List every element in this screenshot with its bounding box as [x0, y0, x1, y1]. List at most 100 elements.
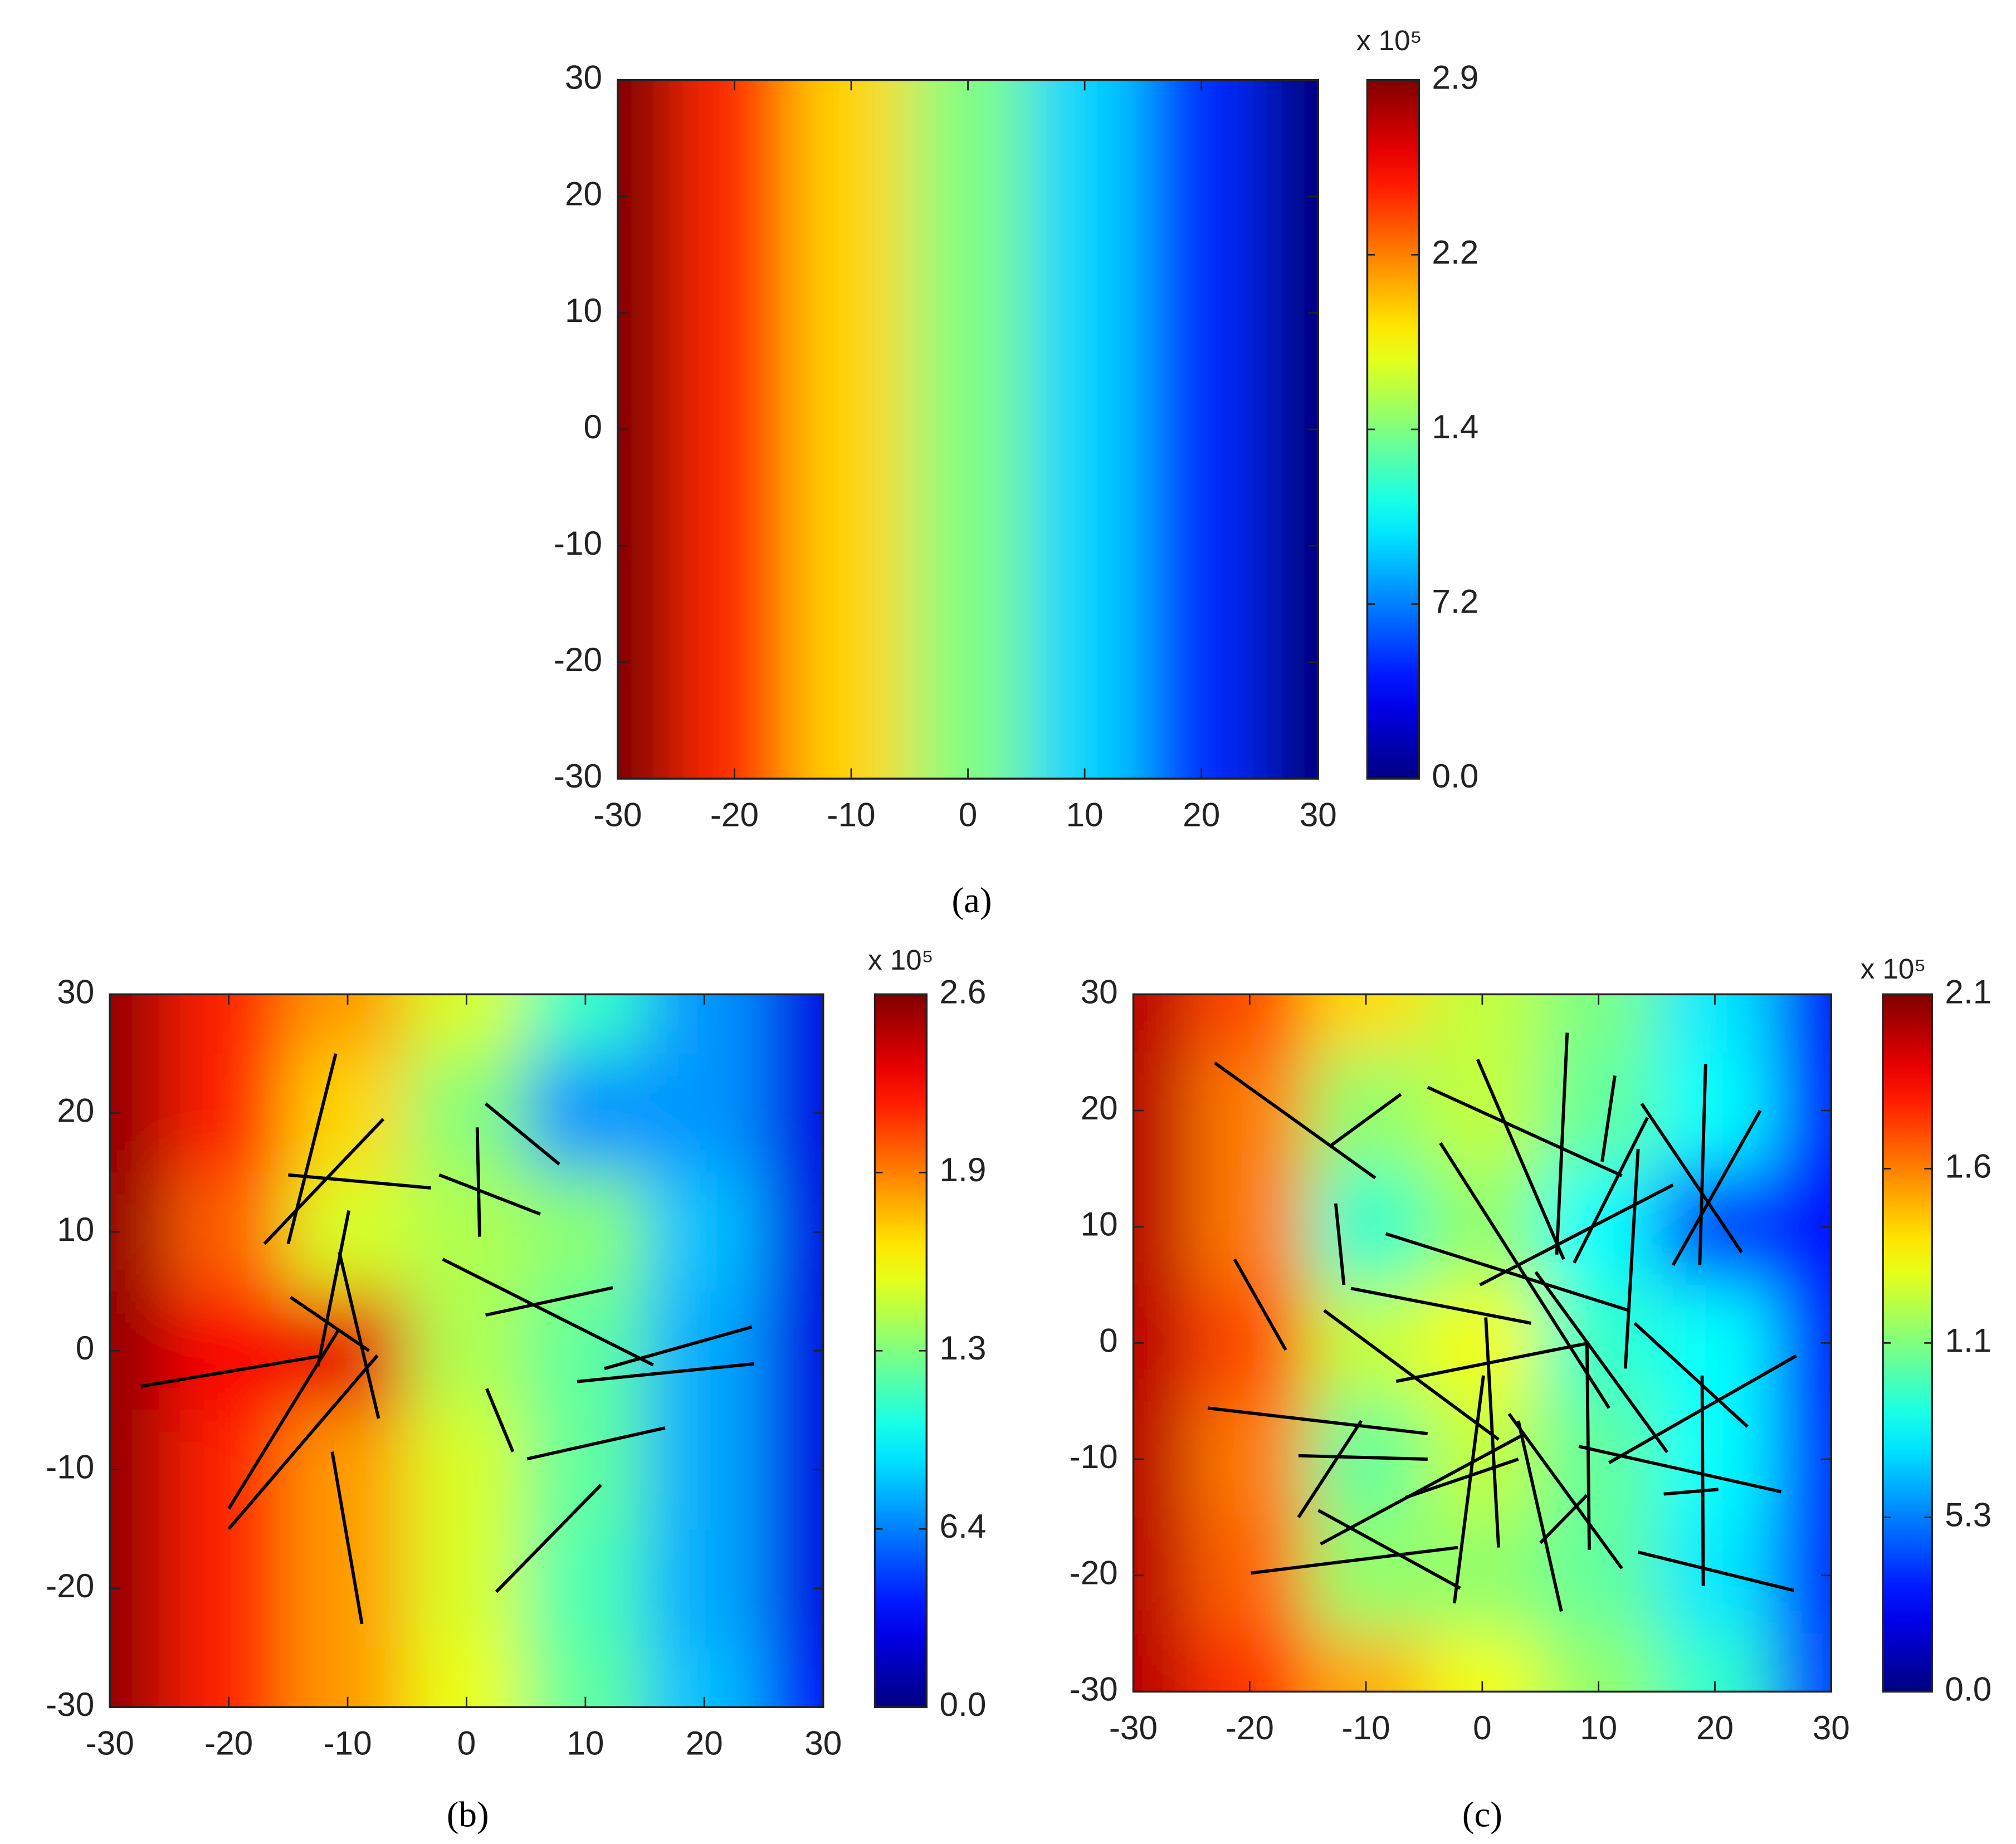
- field-cell: [407, 1172, 528, 1293]
- field-cell: [793, 487, 911, 605]
- fracture: [1663, 1488, 1719, 1496]
- fracture: [1427, 1085, 1623, 1177]
- colorbar-tick-label: 0.0: [940, 1685, 987, 1723]
- field-cell: [1133, 994, 1193, 1054]
- y-tick-label: -10: [1070, 1437, 1118, 1475]
- y-tick-label: 30: [57, 972, 94, 1010]
- field-cell: [169, 1410, 290, 1530]
- field-cell: [1424, 994, 1542, 1054]
- field-cell: [526, 1529, 646, 1649]
- fracture: [1600, 1075, 1617, 1162]
- field-cell: [1307, 1168, 1426, 1287]
- x-tick-label: 0: [457, 1724, 476, 1762]
- x-tick-label: 30: [804, 1724, 842, 1762]
- x-tick-label: -20: [204, 1724, 253, 1762]
- fracture: [1700, 1375, 1705, 1586]
- y-tick-label: 10: [57, 1210, 94, 1248]
- x-tick-label: 10: [1066, 796, 1104, 834]
- colorbar-tick-label: 0.0: [1432, 757, 1478, 795]
- fracture: [227, 1329, 340, 1510]
- field-cell: [1307, 1517, 1426, 1635]
- field-cell: [1191, 994, 1310, 1054]
- fracture: [604, 1325, 753, 1371]
- fracture: [1439, 1142, 1610, 1409]
- field-cell: [526, 1410, 646, 1530]
- field-cell: [1657, 994, 1775, 1054]
- field-cell: [617, 80, 677, 140]
- y-tick-label: -30: [46, 1685, 94, 1723]
- field-cell: [169, 1529, 290, 1649]
- field-cell: [793, 255, 911, 373]
- field-cell: [676, 80, 794, 140]
- field-cell: [169, 1291, 290, 1412]
- fracture: [577, 1362, 755, 1383]
- y-tick-label: 20: [1081, 1089, 1118, 1127]
- field-cell: [909, 138, 1028, 256]
- x-tick-label: 20: [686, 1724, 723, 1762]
- field-cell: [1143, 138, 1261, 256]
- fracture: [1297, 1420, 1363, 1518]
- field-cell: [1026, 138, 1145, 256]
- field-cell: [1143, 371, 1261, 489]
- field-cell: [110, 1647, 171, 1708]
- colorbar: [1366, 79, 1420, 780]
- x-tick-label: -30: [593, 796, 642, 834]
- y-tick-label: 0: [1099, 1321, 1118, 1359]
- field-cell: [676, 371, 794, 489]
- field-cell: [407, 1410, 528, 1530]
- field-cell: [1773, 994, 1832, 1054]
- field: [617, 80, 1319, 779]
- fracture: [1479, 1183, 1674, 1287]
- y-tick-label: -20: [46, 1567, 94, 1605]
- field-cell: [909, 80, 1028, 140]
- fracture: [1320, 1432, 1526, 1545]
- fracture: [1251, 1545, 1458, 1575]
- colorbar-tick-label: 2.2: [1432, 233, 1478, 271]
- x-tick-label: -10: [1342, 1709, 1390, 1747]
- field: [1133, 994, 1832, 1692]
- x-tick-label: 0: [959, 796, 978, 834]
- field-cell: [676, 487, 794, 605]
- colorbar-tick-label: 2.9: [1432, 58, 1478, 96]
- field-cell: [1424, 1401, 1542, 1519]
- x-tick-label: 10: [1580, 1709, 1617, 1747]
- field-cell: [1026, 487, 1145, 605]
- y-tick-label: -10: [46, 1448, 94, 1486]
- field-cell: [617, 720, 677, 779]
- field-cell: [676, 255, 794, 373]
- fracture: [526, 1426, 666, 1461]
- field-cell: [1307, 994, 1426, 1054]
- colorbar-tick-label: 2.6: [940, 972, 987, 1010]
- fracture: [1671, 1109, 1762, 1266]
- field-cell: [909, 487, 1028, 605]
- fracture: [1207, 1406, 1428, 1436]
- field-blur: [617, 80, 1319, 779]
- fracture: [485, 1286, 613, 1317]
- field-cell: [1191, 1168, 1310, 1287]
- fracture: [227, 1354, 379, 1530]
- fracture: [338, 1251, 380, 1419]
- y-tick-label: -10: [554, 524, 602, 562]
- fracture: [330, 1451, 364, 1625]
- y-tick-label: -30: [554, 757, 602, 795]
- fracture: [1385, 1232, 1629, 1312]
- field-cell: [1657, 1168, 1775, 1287]
- x-tick-label: -10: [323, 1724, 372, 1762]
- fracture: [263, 1118, 385, 1245]
- field-cell: [1424, 1168, 1542, 1287]
- field-cell: [645, 994, 765, 1055]
- caption: (b): [447, 1795, 489, 1835]
- y-tick-label: 30: [565, 58, 602, 96]
- field-cell: [1260, 720, 1319, 779]
- fracture: [1555, 1033, 1569, 1255]
- x-tick-label: 10: [567, 1724, 604, 1762]
- field-cell: [676, 138, 794, 256]
- field-cell: [793, 80, 911, 140]
- fracture: [1330, 1093, 1402, 1147]
- colorbar-tick-label: 1.3: [940, 1329, 987, 1367]
- x-tick-label: -10: [827, 796, 875, 834]
- field-cell: [676, 604, 794, 722]
- fracture: [1323, 1309, 1500, 1441]
- x-tick-label: -30: [1109, 1709, 1158, 1747]
